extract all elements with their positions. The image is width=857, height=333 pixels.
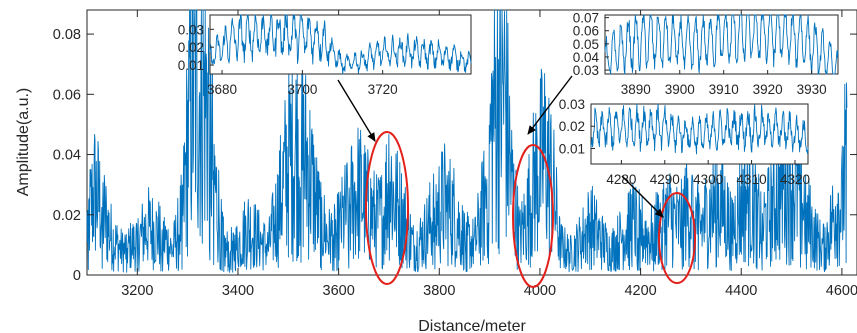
inset-1-x-tick-label: 3720	[368, 82, 398, 97]
inset-2-x-tick-label: 3890	[621, 82, 651, 97]
main-x-tick-label: 3600	[323, 283, 355, 299]
inset-2-y-tick-label: 0.04	[573, 50, 600, 65]
inset-3-y-ticks: 0.01 0.02 0.03	[559, 97, 595, 156]
main-x-tick-label: 3800	[423, 283, 455, 299]
inset-3-x-tick-label: 4290	[650, 172, 680, 187]
inset-1-x-ticks: 3680 3700 3720	[207, 70, 398, 97]
inset-2-y-tick-label: 0.07	[573, 11, 599, 26]
inset-2-x-tick-label: 3900	[665, 82, 695, 97]
inset-3-trace	[590, 103, 809, 155]
main-signal-trace	[86, 9, 848, 273]
inset-2-x-ticks: 3890 3900 3910 3920 3930	[621, 70, 827, 97]
main-y-ticks: 0 0.02 0.04 0.06 0.08	[53, 27, 857, 284]
inset-2-y-tick-label: 0.05	[573, 37, 599, 52]
inset-2-trace	[604, 14, 839, 75]
arrow-inset-2	[527, 75, 573, 135]
main-y-tick-label: 0.08	[53, 27, 81, 43]
inset-3890-3930: 3890 3900 3910 3920 3930 0.030.040.050.060.0…	[573, 11, 839, 97]
highlight-oval-3700	[365, 131, 409, 285]
highlight-ovals	[365, 131, 696, 288]
main-y-tick-label: 0.06	[53, 87, 81, 103]
inset-3-x-tick-label: 4310	[737, 172, 767, 187]
arrow-inset-1	[337, 79, 376, 142]
arrow-inset-3	[621, 175, 664, 218]
inset-3-x-tick-label: 4300	[693, 172, 723, 187]
inset-1-y-tick-label: 0.03	[178, 22, 204, 37]
inset-3-y-tick-label: 0.02	[559, 119, 585, 134]
inset-2-y-ticks: 0.030.040.050.060.07	[573, 11, 609, 78]
main-y-tick-label: 0.04	[53, 148, 81, 164]
inset-3-y-tick-label: 0.03	[559, 97, 585, 112]
inset-3-x-tick-label: 4320	[780, 172, 810, 187]
inset-1-y-ticks: 0.01 0.02 0.03	[178, 22, 214, 73]
inset-4280-4320: 4280 4290 4300 4310 4320 0.01 0.02 0.03	[559, 97, 810, 187]
main-x-tick-label: 4400	[725, 283, 757, 299]
main-x-tick-label: 3400	[222, 283, 254, 299]
main-plot-frame	[86, 9, 857, 276]
inset-2-y-tick-label: 0.03	[573, 63, 599, 78]
inset-1-x-tick-label: 3680	[207, 82, 237, 97]
inset-1-trace	[209, 14, 472, 75]
main-axes: 3200 3400 3600 3800 4000 4200 4400 4600 00.020.…	[15, 9, 857, 333]
inset-3-x-tick-label: 4280	[606, 172, 636, 187]
inset-3-frame	[590, 103, 809, 165]
main-x-tick-label: 3200	[121, 283, 153, 299]
inset-1-y-tick-label: 0.02	[178, 40, 204, 55]
inset-3-y-tick-label: 0.01	[559, 141, 585, 156]
inset-1-y-tick-label: 0.01	[178, 58, 204, 73]
y-axis-label: Amplitude(a.u.)	[15, 88, 32, 197]
inset-2-x-tick-label: 3920	[753, 82, 783, 97]
inset-2-y-tick-label: 0.06	[573, 24, 599, 39]
highlight-oval-3910	[512, 144, 554, 288]
inset-3680-3740: 3680 3700 3720 0.01 0.02 0.03	[178, 14, 472, 97]
main-y-tick-label: 0.02	[53, 208, 81, 224]
highlight-oval-4300	[658, 192, 696, 284]
main-x-tick-label: 4600	[826, 283, 857, 299]
inset-2-x-tick-label: 3910	[709, 82, 739, 97]
inset-1-x-tick-label: 3700	[287, 82, 317, 97]
x-axis-label: Distance/meter	[418, 318, 526, 333]
main-x-ticks: 3200 3400 3600 3800 4000 4200 4400 4600	[121, 10, 857, 299]
main-x-tick-label: 4200	[624, 283, 656, 299]
inset-2-x-tick-label: 3930	[797, 82, 827, 97]
main-y-tick-label: 0	[73, 268, 81, 284]
